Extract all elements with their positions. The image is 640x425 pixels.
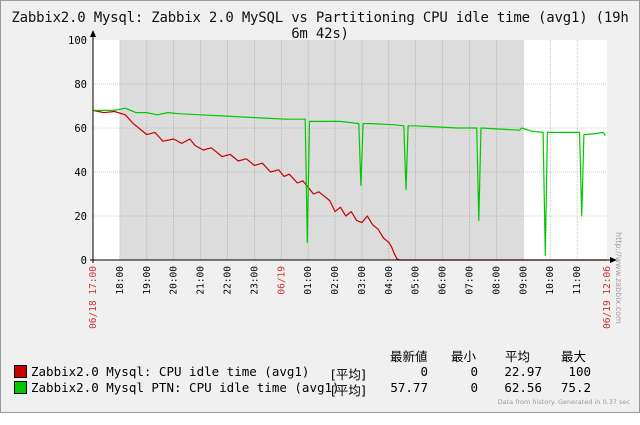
header-avg: 平均: [505, 349, 531, 364]
stat-max-ptn: 75.2: [560, 380, 591, 395]
y-tick-label: 40: [74, 167, 87, 179]
y-tick-label: 60: [74, 123, 87, 135]
y-tick-label: 20: [74, 211, 87, 223]
header-latest: 最新値: [390, 349, 428, 364]
legend-item-ptn: Zabbix2.0 Mysql PTN: CPU idle time (avg1…: [14, 380, 340, 395]
shaded-period: [119, 40, 524, 260]
stat-max-mysql: 100: [568, 364, 591, 379]
x-end-label: 06/19 12:06: [602, 266, 613, 329]
stat-min-ptn: 0: [470, 380, 478, 395]
x-tick-label: 08:00: [491, 266, 502, 295]
stat-latest-mysql: 0: [420, 364, 428, 379]
x-tick-label: 06:00: [438, 266, 449, 295]
legend-item-mysql: Zabbix2.0 Mysql: CPU idle time (avg1): [14, 364, 309, 379]
x-tick-label: 11:00: [572, 266, 583, 295]
stat-tag-mysql: [平均]: [331, 367, 366, 382]
chart-area: 0 20 40 60 80 100 18:00 19:00 20:00 21:00 22:00 23:…: [68, 30, 617, 329]
x-tick-label: 18:00: [115, 266, 126, 295]
y-tick-label: 100: [68, 35, 87, 47]
header-max: 最大: [561, 349, 587, 364]
stat-latest-ptn: 57.77: [390, 380, 428, 395]
y-tick-label: 0: [81, 255, 87, 267]
graph-title: Zabbix2.0 Mysql: Zabbix 2.0 MySQL vs Par…: [11, 10, 629, 42]
x-tick-label: 21:00: [196, 266, 207, 295]
generation-note: Data from history. Generated in 0.37 sec: [497, 398, 630, 406]
x-tick-label: 23:00: [249, 266, 260, 295]
series-line-1: [92, 109, 607, 261]
header-min: 最小: [451, 349, 477, 364]
stat-tag-ptn: [平均]: [331, 383, 366, 398]
x-tick-label: 02:00: [330, 266, 341, 295]
legend-label: Zabbix2.0 Mysql: CPU idle time (avg1): [31, 364, 310, 379]
legend-label: Zabbix2.0 Mysql PTN: CPU idle time (avg1…: [31, 380, 340, 395]
stat-avg-ptn: 62.56: [504, 380, 542, 395]
x-tick-label: 03:00: [357, 266, 368, 295]
x-tick-label: 06/19: [276, 266, 287, 295]
x-tick-label: 09:00: [518, 266, 529, 295]
x-tick-label: 07:00: [465, 266, 476, 295]
legend-swatch-mysql: [14, 365, 27, 378]
x-tick-label: 20:00: [169, 266, 180, 295]
stat-min-mysql: 0: [470, 364, 478, 379]
y-tick-label: 80: [74, 79, 87, 91]
x-axis-arrow: [610, 257, 617, 263]
x-tick-label: 10:00: [545, 266, 556, 295]
series-line-2: [93, 107, 606, 257]
stat-avg-mysql: 22.97: [504, 364, 542, 379]
x-start-label: 06/18 17:00: [88, 266, 99, 329]
y-axis-arrow: [90, 30, 96, 37]
zabbix-watermark: http://www.zabbix.com: [614, 232, 623, 324]
legend-swatch-ptn: [14, 381, 27, 394]
x-tick-label: 04:00: [384, 266, 395, 295]
x-tick-label: 05:00: [411, 266, 422, 295]
x-tick-label: 19:00: [142, 266, 153, 295]
x-tick-label: 22:00: [222, 266, 233, 295]
x-tick-label: 01:00: [303, 266, 314, 295]
